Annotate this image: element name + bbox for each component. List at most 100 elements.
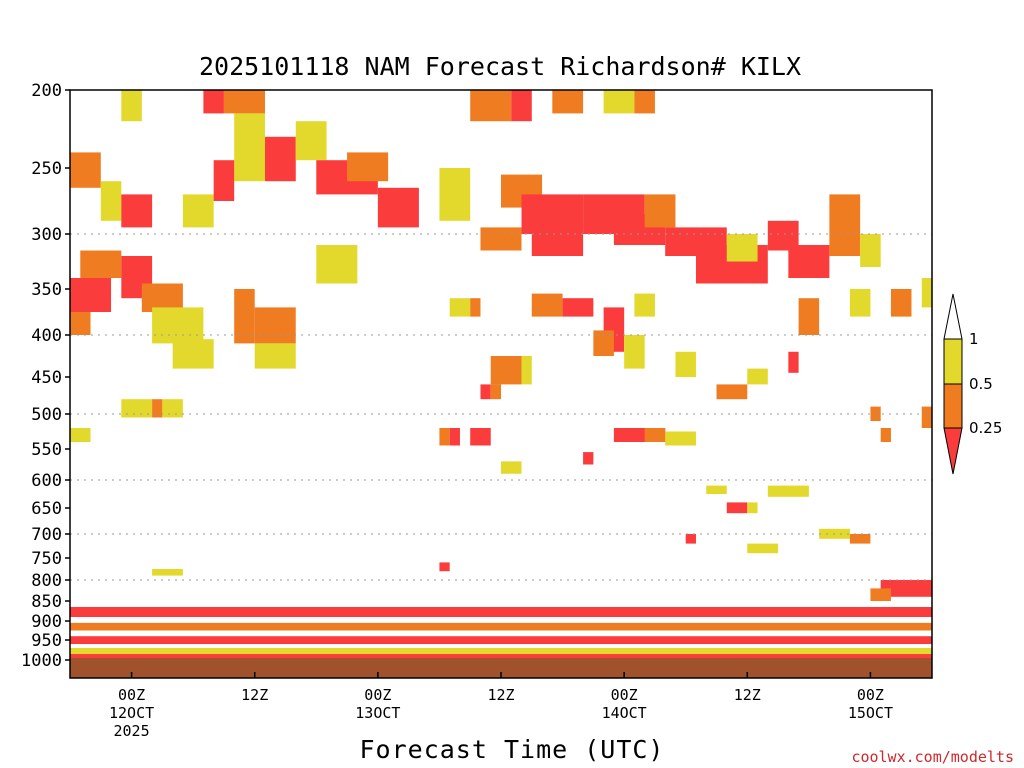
heatmap-cell (829, 194, 861, 256)
legend-label: 0.25 (969, 419, 1002, 437)
heatmap-cell (921, 278, 932, 308)
heatmap-cell (213, 160, 235, 201)
x-tick-label: 12Z (241, 686, 268, 704)
heatmap-cell (295, 121, 327, 161)
heatmap-cell (849, 289, 871, 317)
heatmap-cell (203, 90, 224, 114)
heatmap-cell (624, 335, 645, 369)
heatmap-cell (788, 245, 830, 278)
heatmap-cell (747, 502, 758, 514)
legend-swatch-bottom (943, 427, 963, 475)
x-tick-label: 2025 (114, 722, 150, 740)
heatmap-cell (726, 234, 758, 262)
heatmap-cell (490, 384, 501, 400)
x-tick-label: 00Z (118, 686, 145, 704)
heatmap-cell (860, 234, 881, 267)
heatmap-cell (593, 330, 614, 356)
heatmap-cell (449, 298, 471, 317)
legend-swatch-top (943, 293, 963, 340)
heatmap-cell (716, 384, 748, 400)
x-tick-label: 12Z (487, 686, 514, 704)
ground-band (70, 658, 932, 678)
heatmap-cell (70, 152, 101, 188)
heatmap-cell (798, 298, 820, 335)
x-tick-label: 15OCT (848, 704, 893, 722)
y-tick-label: 550 (31, 440, 62, 460)
colorbar-legend: 1 0.5 0.25 (943, 293, 1002, 475)
heatmap-cell (675, 351, 696, 377)
heatmap-cell (501, 461, 522, 474)
legend-label: 0.5 (969, 375, 993, 393)
heatmap-cell (644, 194, 676, 228)
heatmap-cell (121, 399, 153, 418)
heatmap-cell (480, 384, 491, 400)
y-tick-label: 300 (31, 225, 62, 245)
x-tick-label: 12OCT (109, 704, 154, 722)
credit-link[interactable]: coolwx.com/modelts (851, 748, 1014, 766)
heatmap-cell (890, 289, 912, 317)
heatmap-cell (921, 406, 932, 428)
heatmap-cell (470, 428, 491, 446)
heatmap-cell (100, 181, 122, 221)
heatmap-cell (449, 428, 460, 446)
heatmap-cell (490, 356, 522, 385)
heatmap-cell (726, 502, 748, 514)
gridlines (70, 233, 932, 581)
heatmap-cell (685, 534, 696, 544)
x-axis-label: Forecast Time (UTC) (360, 735, 665, 764)
heatmap-cell (80, 250, 122, 278)
chart-title: 2025101118 NAM Forecast Richardson# KILX (199, 52, 801, 81)
heatmap-cell (531, 293, 563, 317)
legend-label: 1 (969, 330, 979, 348)
heatmap-cell (531, 227, 584, 256)
heatmap-cell (70, 607, 932, 617)
heatmap-cell (234, 289, 255, 344)
heatmap-cell (480, 227, 522, 251)
heatmap-cell (552, 90, 584, 114)
heatmap-cell (603, 90, 635, 114)
y-tick-label: 650 (31, 499, 62, 519)
heatmap-cell (70, 622, 932, 631)
heatmap-cell (70, 648, 932, 654)
x-tick-label: 00Z (857, 686, 884, 704)
heatmap-cell (470, 90, 512, 122)
heatmap-cell (182, 194, 214, 228)
heatmap-cell (880, 428, 891, 442)
heatmap-cell (644, 428, 666, 442)
heatmap-cells (70, 90, 932, 660)
heatmap-cell (254, 307, 296, 344)
y-axis: 200 250 300 350 400 450 500 550 600 650 700 7508008… (21, 81, 70, 671)
heatmap-cell (121, 90, 142, 122)
y-tick-label: 500 (31, 405, 62, 425)
heatmap-cell (767, 485, 809, 497)
y-tick-label: 450 (31, 368, 62, 388)
legend-swatch (943, 338, 963, 385)
y-tick-label: 850 (31, 592, 62, 612)
y-tick-label: 200 (31, 81, 62, 101)
heatmap-cell (377, 187, 419, 228)
heatmap-cell (152, 399, 163, 418)
heatmap-cell (121, 194, 153, 228)
heatmap-cell (880, 580, 932, 597)
heatmap-cell (70, 636, 932, 644)
heatmap-cell (316, 245, 358, 284)
heatmap-cell (70, 312, 91, 335)
heatmap-cell (511, 90, 532, 122)
heatmap-cell (439, 562, 450, 572)
x-tick-label: 12Z (734, 686, 761, 704)
heatmap-cell (141, 283, 183, 312)
heatmap-cell (223, 90, 265, 114)
heatmap-cell (439, 428, 450, 446)
heatmap-cell (706, 485, 727, 494)
heatmap-cell (521, 356, 532, 385)
heatmap-cell (470, 298, 481, 317)
y-tick-label: 350 (31, 280, 62, 300)
heatmap-cell (264, 136, 296, 182)
x-tick-label: 00Z (364, 686, 391, 704)
heatmap-cell (162, 399, 183, 418)
y-tick-label: 600 (31, 471, 62, 491)
heatmap-cell (665, 431, 696, 446)
heatmap-cell (747, 368, 768, 385)
